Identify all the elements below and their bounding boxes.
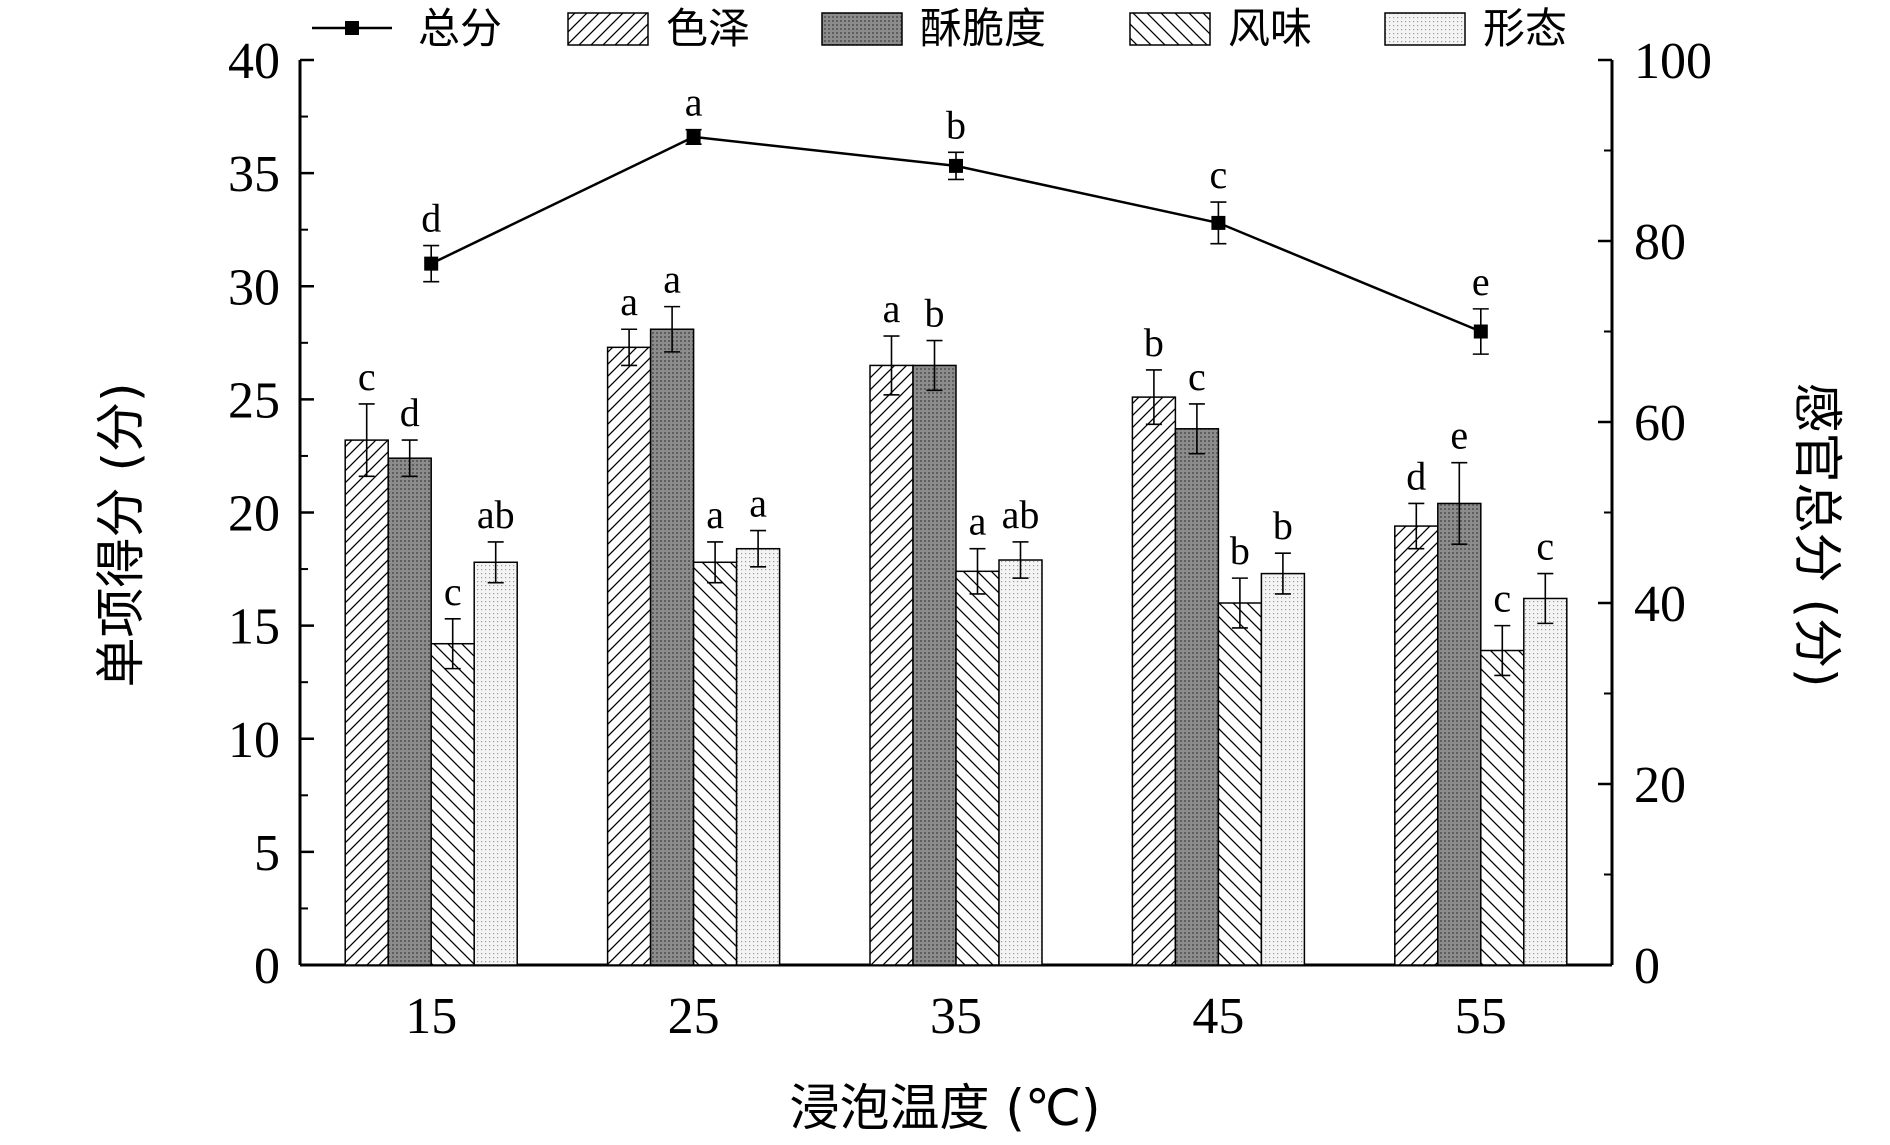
total-score-marker <box>424 256 439 271</box>
total-score-marker <box>1473 324 1488 339</box>
bar-dots <box>473 561 518 966</box>
total-score-marker <box>686 129 701 144</box>
significance-label: a <box>685 80 703 125</box>
legend-label: 色泽 <box>666 4 750 53</box>
significance-label: c <box>444 569 462 614</box>
significance-label: ab <box>1002 492 1040 537</box>
total-score-marker <box>949 158 963 173</box>
significance-label: c <box>1188 354 1206 399</box>
significance-label: e <box>1472 259 1490 304</box>
significance-label: a <box>883 286 901 331</box>
significance-label: c <box>1493 576 1511 621</box>
bar-diag-left <box>1217 602 1263 966</box>
bar-diag-right <box>1394 525 1439 966</box>
x-tick-label: 25 <box>668 988 720 1045</box>
y2-tick-label: 60 <box>1634 395 1686 452</box>
bar-dense-gray <box>387 457 432 966</box>
bar-dense-gray <box>649 328 695 966</box>
significance-label: b <box>946 102 966 147</box>
significance-label: a <box>706 492 724 537</box>
significance-label: a <box>663 257 681 302</box>
bar-diag-left <box>430 642 475 966</box>
y-tick-label: 25 <box>228 372 280 429</box>
y-tick-label: 35 <box>228 146 280 203</box>
x-tick-label: 15 <box>405 988 457 1045</box>
legend-label: 形态 <box>1483 4 1567 53</box>
bar-dots <box>1260 572 1306 966</box>
y2-tick-label: 0 <box>1634 938 1660 995</box>
y2-tick-label: 20 <box>1634 757 1686 814</box>
legend-label: 风味 <box>1228 4 1312 53</box>
y2-tick-label: 100 <box>1634 33 1712 90</box>
x-tick-label: 35 <box>930 988 982 1045</box>
total-score-marker <box>1211 215 1226 230</box>
significance-label: b <box>925 291 945 336</box>
significance-label: d <box>421 196 441 241</box>
bar-diag-right <box>344 439 389 966</box>
legend-label: 酥脆度 <box>920 4 1046 53</box>
y-axis-title: 单项得分 (分) <box>92 383 150 688</box>
significance-label: c <box>358 354 376 399</box>
x-tick-label: 45 <box>1192 988 1244 1045</box>
legend-swatch-dense-gray <box>821 12 903 46</box>
bar-dense-gray <box>1437 502 1482 966</box>
bar-diag-left <box>692 561 738 966</box>
y2-axis-title: 感官总分 (分) <box>1788 383 1846 688</box>
significance-label: a <box>620 279 638 324</box>
significance-label: b <box>1144 320 1164 365</box>
legend-swatch-dots <box>1384 12 1466 46</box>
significance-label: d <box>400 390 420 435</box>
bar-dots <box>735 547 781 966</box>
legend: 总分 色泽 酥脆度 风味 形态 <box>312 4 1567 53</box>
bar-diag-right <box>869 364 914 966</box>
legend-label: 总分 <box>418 4 502 53</box>
bar-diag-left <box>955 570 1000 966</box>
y-tick-label: 0 <box>254 938 280 995</box>
significance-label: e <box>1450 413 1468 458</box>
y-tick-label: 30 <box>228 259 280 316</box>
x-axis-title: 浸泡温度 (℃) <box>789 1079 1100 1137</box>
y2-tick-label: 40 <box>1634 576 1686 633</box>
y-tick-label: 40 <box>228 33 280 90</box>
significance-label: b <box>1273 503 1293 548</box>
significance-label: ab <box>477 492 515 537</box>
legend-line-marker <box>345 21 359 35</box>
legend-swatch-diag-left <box>1129 12 1211 46</box>
y2-tick-label: 80 <box>1634 214 1686 271</box>
significance-label: a <box>749 481 767 526</box>
significance-label: c <box>1536 524 1554 569</box>
legend-swatch-diag-right <box>567 12 649 46</box>
significance-label: a <box>969 499 987 544</box>
y-tick-label: 5 <box>254 825 280 882</box>
y-tick-label: 10 <box>228 712 280 769</box>
y-tick-label: 15 <box>228 599 280 656</box>
bar-diag-right <box>606 346 652 966</box>
bar-dots <box>1523 597 1568 966</box>
bar-diag-left <box>1480 649 1525 966</box>
significance-label: d <box>1406 453 1426 498</box>
bar-dense-gray <box>1174 428 1220 966</box>
bar-dots <box>998 559 1043 966</box>
axes: 0 5 10 15 20 25 30 35 40 0 20 40 60 80 100 15 25 35 45 55 <box>228 33 1712 1045</box>
y-tick-label: 20 <box>228 486 280 543</box>
bar-diag-right <box>1131 396 1177 966</box>
bar-dense-gray <box>912 364 957 966</box>
x-tick-label: 55 <box>1455 988 1507 1045</box>
significance-label: c <box>1210 152 1228 197</box>
significance-label: b <box>1230 528 1250 573</box>
